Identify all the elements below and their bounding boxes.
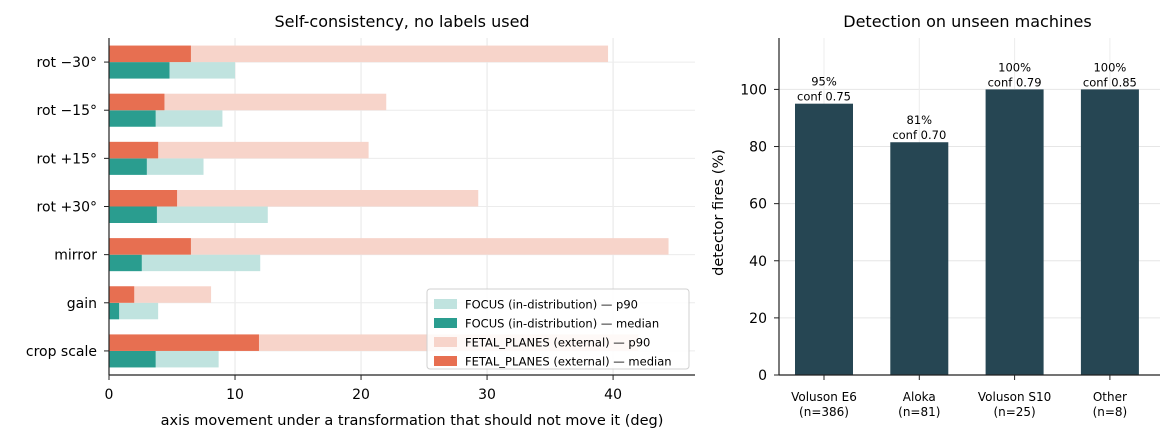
- bar-annotation: conf 0.85: [1083, 75, 1137, 89]
- bar-fetal-p90: [109, 141, 369, 159]
- right-y-axis-label: detector fires (%): [711, 149, 727, 276]
- bar-annotation: conf 0.79: [988, 75, 1042, 89]
- left-category-label: rot −30°: [37, 55, 98, 71]
- bar-focus-median: [109, 302, 120, 320]
- bar-detection-rate: [1080, 89, 1139, 376]
- left-category-label: crop scale: [26, 344, 97, 360]
- left-x-tick-label: 10: [226, 387, 244, 403]
- bar-fetal-median: [109, 334, 259, 351]
- bar-fetal-p90: [109, 93, 387, 111]
- bar-fetal-p90: [109, 190, 479, 207]
- bar-fetal-p90: [109, 238, 669, 255]
- bar-annotation: 95%: [811, 75, 837, 89]
- right-category-label: (n=81): [898, 405, 940, 419]
- right-y-tick-label: 0: [758, 368, 767, 384]
- right-category-label: (n=8): [1093, 405, 1128, 419]
- right-y-tick-label: 40: [749, 254, 767, 270]
- detection-left-chart: Self-consistency, no labels used rot −30°…: [26, 12, 695, 429]
- legend: FOCUS (in-distribution) — p90 FOCUS (in-d…: [426, 288, 690, 370]
- legend-label: FOCUS (in-distribution) — p90: [465, 298, 638, 312]
- left-x-tick-label: 20: [352, 387, 370, 403]
- bar-annotation: conf 0.75: [797, 90, 851, 104]
- bar-fetal-median: [109, 190, 178, 207]
- right-category-label: (n=25): [993, 405, 1035, 419]
- right-category-label: Voluson E6: [791, 390, 857, 404]
- right-y-tick-label: 60: [749, 197, 767, 213]
- right-y-tick-label: 80: [749, 140, 767, 156]
- legend-swatch: [434, 318, 457, 328]
- right-category-label: Voluson S10: [978, 390, 1051, 404]
- detection-right-chart: Detection on unseen machines 95%conf 0.75…: [711, 12, 1160, 419]
- bar-detection-rate: [985, 89, 1044, 376]
- left-chart-title: Self-consistency, no labels used: [274, 12, 529, 31]
- bar-fetal-p90: [109, 286, 212, 303]
- legend-swatch: [434, 337, 457, 347]
- bar-focus-p90: [109, 302, 159, 320]
- right-category-label: (n=386): [799, 405, 849, 419]
- right-category-label: Aloka: [903, 390, 936, 404]
- left-x-tick-label: 0: [105, 387, 114, 403]
- right-y-tick-label: 20: [749, 311, 767, 327]
- bar-focus-median: [109, 206, 157, 223]
- bar-focus-median: [109, 158, 147, 175]
- left-category-label: rot −15°: [37, 103, 98, 119]
- bar-focus-p90: [109, 254, 261, 272]
- right-category-label: Other: [1093, 390, 1127, 404]
- legend-box: [426, 288, 690, 370]
- bar-fetal-median: [109, 141, 159, 159]
- left-category-label: rot +30°: [37, 200, 98, 216]
- right-y-tick-label: 100: [740, 82, 767, 98]
- bar-annotation: 100%: [1093, 60, 1126, 74]
- left-category-label: mirror: [54, 248, 97, 264]
- legend-label: FETAL_PLANES (external) — p90: [465, 336, 650, 350]
- right-chart-title: Detection on unseen machines: [843, 12, 1091, 31]
- left-category-label: gain: [67, 296, 97, 312]
- bar-detection-rate: [795, 103, 853, 376]
- left-x-axis-label: axis movement under a transformation tha…: [161, 413, 664, 429]
- bar-annotation: 81%: [907, 113, 933, 127]
- bar-focus-median: [109, 350, 156, 368]
- legend-swatch: [434, 299, 457, 309]
- bar-annotation: conf 0.70: [892, 128, 946, 142]
- bar-fetal-p90: [109, 45, 609, 63]
- bar-focus-median: [109, 62, 170, 79]
- left-x-tick-label: 30: [478, 387, 496, 403]
- bar-fetal-median: [109, 286, 135, 303]
- bar-detection-rate: [890, 142, 949, 375]
- legend-label: FOCUS (in-distribution) — median: [465, 317, 659, 331]
- bar-fetal-median: [109, 45, 191, 63]
- bar-fetal-median: [109, 93, 165, 111]
- bar-annotation: 100%: [998, 60, 1031, 74]
- legend-swatch: [434, 356, 457, 366]
- bar-fetal-median: [109, 238, 191, 255]
- left-category-label: rot +15°: [37, 151, 98, 167]
- bar-focus-median: [109, 254, 142, 272]
- bar-focus-median: [109, 110, 156, 127]
- left-x-tick-label: 40: [604, 387, 622, 403]
- legend-label: FETAL_PLANES (external) — median: [465, 355, 672, 369]
